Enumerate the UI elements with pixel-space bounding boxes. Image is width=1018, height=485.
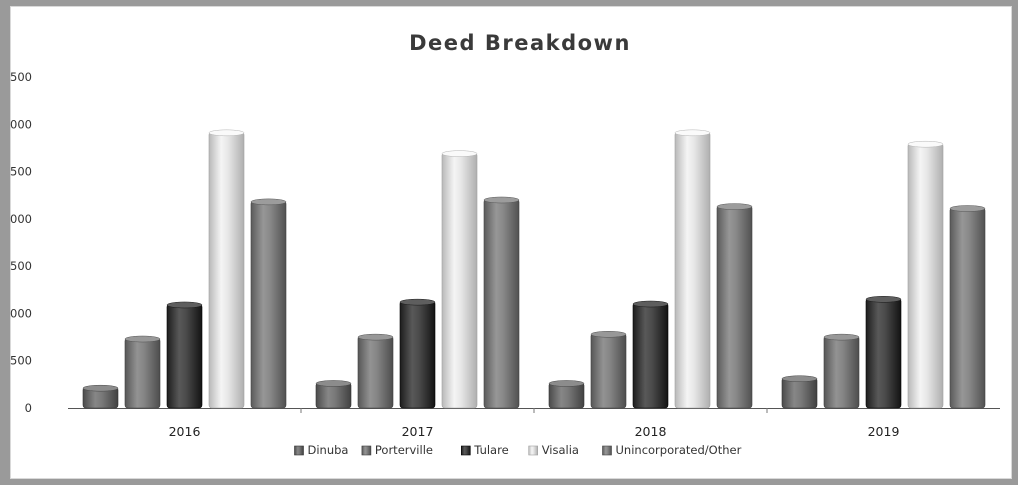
bar-cap bbox=[781, 375, 818, 382]
bar-cap bbox=[590, 331, 627, 338]
y-tick-label: 2000 bbox=[10, 212, 32, 226]
bar bbox=[441, 152, 478, 409]
bar-cap bbox=[949, 205, 986, 212]
bar-cap bbox=[865, 296, 902, 303]
bar bbox=[250, 200, 287, 409]
x-axis: 2016 2017 2018 2019 bbox=[68, 408, 1000, 439]
bar-cap bbox=[399, 298, 436, 306]
bar-cap bbox=[315, 380, 352, 387]
bar bbox=[674, 131, 711, 409]
y-tick-label: 1000 bbox=[10, 306, 32, 320]
y-tick-label: 3500 bbox=[10, 70, 32, 84]
x-tick-label: 2017 bbox=[402, 424, 434, 439]
y-tick-label: 3000 bbox=[10, 117, 32, 131]
bar bbox=[590, 332, 627, 409]
bar bbox=[781, 377, 818, 409]
bar-cap bbox=[716, 203, 753, 210]
legend: Dinuba Porterville Tulare Visalia Unincorpor… bbox=[294, 443, 742, 457]
bar-cap bbox=[357, 333, 394, 341]
bar-cap bbox=[632, 300, 669, 308]
bar-cap bbox=[250, 198, 287, 206]
legend-label: Porterville bbox=[375, 443, 433, 457]
bar-cap bbox=[82, 384, 119, 392]
bar bbox=[357, 335, 394, 409]
bar bbox=[399, 300, 436, 409]
bar-cap bbox=[166, 301, 203, 309]
legend-label: Visalia bbox=[542, 443, 579, 457]
x-tick-label: 2019 bbox=[868, 424, 900, 439]
bar-cap bbox=[674, 129, 711, 137]
bar bbox=[949, 207, 986, 409]
bar-cap bbox=[124, 335, 161, 343]
bar bbox=[907, 142, 944, 409]
y-tick-label: 1500 bbox=[10, 259, 32, 273]
bar-cap bbox=[548, 380, 585, 387]
bar bbox=[483, 198, 520, 409]
legend-label: Tulare bbox=[473, 443, 508, 457]
legend-swatch bbox=[294, 445, 304, 456]
bar-cap bbox=[441, 150, 478, 157]
bar-cap bbox=[823, 333, 860, 341]
bars bbox=[82, 129, 986, 409]
bar bbox=[716, 205, 753, 409]
legend-swatch bbox=[602, 445, 612, 456]
bar-cap bbox=[208, 129, 245, 137]
bar bbox=[208, 131, 245, 409]
y-tick-label: 2500 bbox=[10, 165, 32, 179]
x-tick-label: 2018 bbox=[635, 424, 667, 439]
legend-label: Unincorporated/Other bbox=[616, 443, 742, 457]
bar-cap bbox=[907, 140, 944, 148]
deed-breakdown-chart: Deed Breakdown 0 500 1000 1500 2000 2500 3000 3… bbox=[10, 31, 1000, 457]
x-tick-label: 2016 bbox=[169, 424, 201, 439]
legend-swatch bbox=[361, 445, 372, 456]
y-tick-label: 500 bbox=[10, 354, 32, 368]
legend-label: Dinuba bbox=[308, 443, 349, 457]
chart-title: Deed Breakdown bbox=[409, 31, 631, 55]
bar bbox=[823, 335, 860, 409]
legend-swatch bbox=[528, 445, 539, 456]
bar-cap bbox=[483, 196, 520, 204]
bar bbox=[166, 303, 203, 409]
bar bbox=[865, 297, 902, 409]
legend-swatch bbox=[460, 445, 471, 456]
y-tick-label: 0 bbox=[25, 401, 32, 415]
y-axis: 0 500 1000 1500 2000 2500 3000 3500 bbox=[10, 70, 32, 415]
bar bbox=[632, 302, 669, 409]
chart-area: Deed Breakdown 0 500 1000 1500 2000 2500 3000 3… bbox=[10, 6, 1012, 479]
bar bbox=[124, 337, 161, 409]
